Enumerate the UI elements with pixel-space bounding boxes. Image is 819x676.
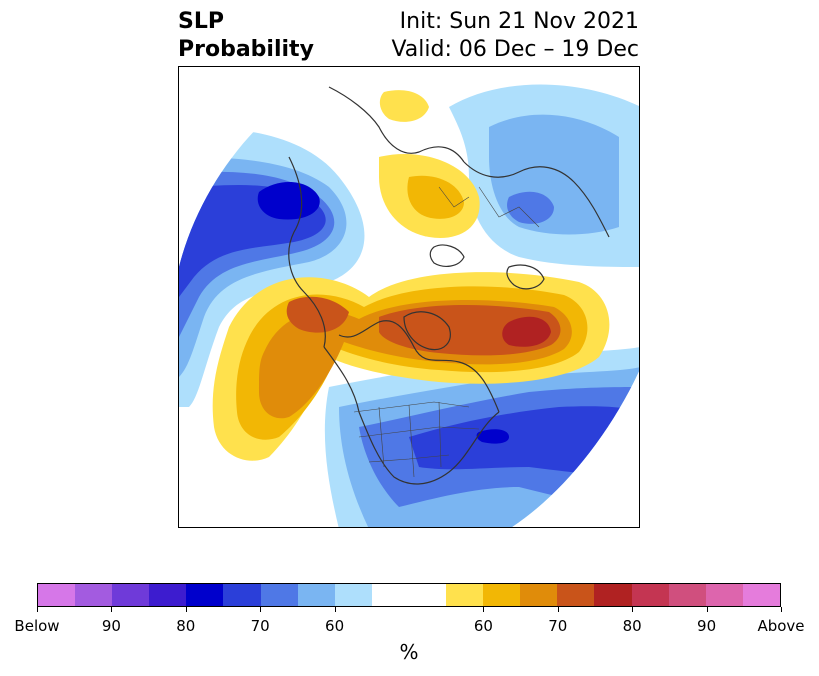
- colorbar-swatch: [186, 584, 224, 606]
- coastlines: [288, 86, 610, 485]
- colorbar-tick-label: 90: [697, 617, 717, 635]
- colorbar-tick-label: 60: [473, 617, 493, 635]
- colorbar-tick-label: 80: [622, 617, 642, 635]
- colorbar-tick-label: 90: [101, 617, 121, 635]
- title-type: Probability: [178, 37, 314, 62]
- colorbar-swatch: [223, 584, 261, 606]
- colorbar-swatch: [631, 584, 669, 606]
- colorbar-tick-label: 70: [548, 617, 568, 635]
- map-canvas: [179, 67, 639, 527]
- colorbar-tick-label: 60: [325, 617, 345, 635]
- colorbar-swatch: [520, 584, 558, 606]
- colorbar-tick-mark: [37, 607, 38, 612]
- valid-range: Valid: 06 Dec – 19 Dec: [391, 37, 639, 62]
- state-borders: [353, 186, 540, 478]
- colorbar-swatch: [75, 584, 113, 606]
- colorbar-swatch: [557, 584, 595, 606]
- colorbar-tick-mark: [483, 607, 485, 612]
- colorbar-swatch: [334, 584, 372, 606]
- colorbar-tick-mark: [260, 607, 262, 612]
- colorbar-tick-label: Above: [757, 617, 805, 635]
- colorbar-tick-label: Below: [14, 617, 60, 635]
- colorbar-swatch: [594, 584, 632, 606]
- probability-map: [178, 66, 640, 528]
- shade-above-top: [379, 90, 429, 122]
- shade-above-ridge-5: [502, 316, 551, 347]
- colorbar-swatch: [149, 584, 187, 606]
- colorbar-swatch: [297, 584, 335, 606]
- colorbar-tick-mark: [781, 607, 782, 612]
- colorbar-swatch: [112, 584, 150, 606]
- colorbar-swatch: [705, 584, 743, 606]
- colorbar-unit: %: [399, 640, 419, 664]
- title-variable: SLP: [178, 9, 224, 34]
- colorbar: [37, 583, 781, 607]
- colorbar-swatch: [446, 584, 484, 606]
- colorbar-tick-label: 80: [176, 617, 196, 635]
- colorbar-tick-mark: [706, 607, 708, 612]
- probability-shading: [179, 84, 639, 527]
- colorbar-tick-label: 70: [250, 617, 270, 635]
- colorbar-tick-mark: [111, 607, 113, 612]
- colorbar-swatch: [483, 584, 521, 606]
- colorbar-swatch: [408, 584, 447, 606]
- map-title-right: Init: Sun 21 Nov 2021 Valid: 06 Dec – 19…: [391, 8, 639, 64]
- shade-below-se-4: [409, 406, 639, 477]
- init-date: Init: Sun 21 Nov 2021: [399, 9, 639, 34]
- colorbar-swatch: [742, 584, 780, 606]
- colorbar-swatch: [371, 584, 409, 606]
- map-title-left: SLP Probability: [178, 8, 314, 64]
- shade-above-north-2: [407, 175, 464, 219]
- shade-above-ridge-4: [286, 296, 561, 356]
- colorbar-swatch: [668, 584, 706, 606]
- colorbar-tick-mark: [632, 607, 634, 612]
- shade-below-se-5: [476, 429, 509, 444]
- colorbar-tick-mark: [334, 607, 336, 612]
- shade-below-ne-2: [489, 114, 619, 235]
- colorbar-tick-mark: [185, 607, 187, 612]
- shade-below-ne-3: [507, 191, 554, 224]
- colorbar-swatch: [38, 584, 76, 606]
- colorbar-swatch: [260, 584, 298, 606]
- shade-below-west-5: [257, 181, 320, 220]
- colorbar-tick-mark: [557, 607, 559, 612]
